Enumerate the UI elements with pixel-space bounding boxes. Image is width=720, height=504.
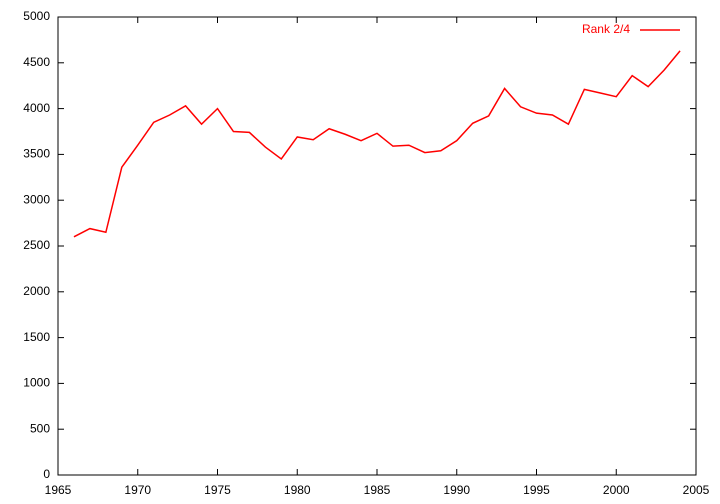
y-tick-label: 4500 [23, 55, 50, 69]
data-line [73, 50, 681, 238]
x-tick-label: 1980 [284, 483, 311, 497]
y-tick-label: 2000 [23, 284, 50, 298]
x-tick-label: 2000 [603, 483, 630, 497]
x-tick-label: 1985 [364, 483, 391, 497]
y-tick-label: 500 [30, 421, 50, 435]
x-tick-label: 1990 [443, 483, 470, 497]
y-tick-label: 4000 [23, 101, 50, 115]
x-tick-label: 1995 [523, 483, 550, 497]
x-tick-label: 2005 [683, 483, 710, 497]
y-tick-label: 0 [43, 467, 50, 481]
plot-border [57, 16, 697, 476]
y-tick-label: 5000 [23, 9, 50, 23]
y-tick-label: 1000 [23, 376, 50, 390]
legend-label: Rank 2/4 [582, 22, 630, 36]
y-tick-label: 3500 [23, 147, 50, 161]
y-tick-label: 3000 [23, 192, 50, 206]
y-tick-label: 2500 [23, 238, 50, 252]
x-tick-label: 1970 [124, 483, 151, 497]
y-tick-label: 1500 [23, 330, 50, 344]
x-tick-label: 1965 [45, 483, 72, 497]
x-tick-label: 1975 [204, 483, 231, 497]
